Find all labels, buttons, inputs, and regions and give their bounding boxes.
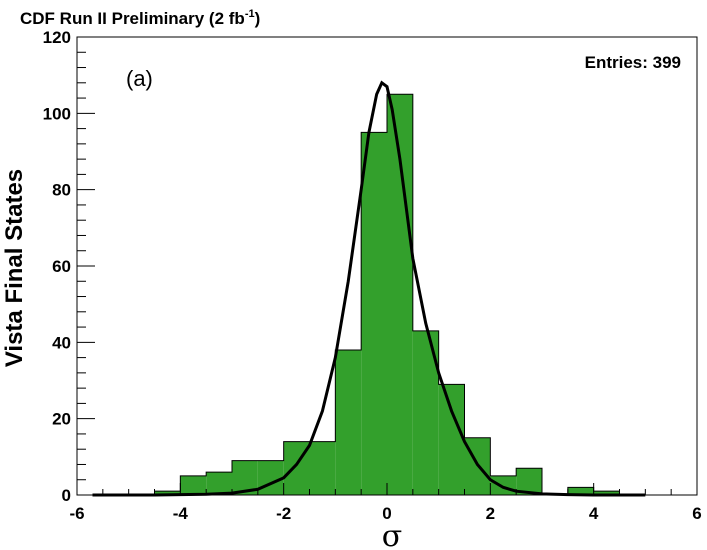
x-tick-label: -2	[276, 504, 291, 523]
y-tick-label: 40	[52, 333, 71, 352]
y-tick-label: 20	[52, 410, 71, 429]
histogram-bar	[593, 491, 620, 495]
x-axis-ticks: -6 -4 -2 0 2 4 6	[69, 483, 702, 523]
y-tick-label: 100	[43, 104, 71, 123]
histogram-bar	[361, 132, 387, 495]
histogram-bars	[154, 94, 620, 495]
x-tick-label: -4	[173, 504, 189, 523]
y-tick-label: 0	[62, 486, 71, 505]
histogram-bar	[206, 472, 232, 495]
histogram-bar	[154, 491, 181, 495]
entries-label: Entries: 399	[585, 53, 681, 72]
histogram-bar	[257, 460, 284, 495]
chart-title: CDF Run II Preliminary (2 fb-1)	[20, 8, 260, 28]
panel-label: (a)	[126, 66, 153, 91]
title-suffix: )	[255, 9, 261, 28]
x-tick-label: 6	[692, 504, 701, 523]
y-tick-label: 60	[52, 257, 71, 276]
histogram-bar	[180, 475, 207, 495]
histogram-bar	[335, 349, 362, 495]
y-tick-label: 80	[52, 181, 71, 200]
y-tick-label: 120	[43, 28, 71, 47]
x-tick-label: 0	[382, 504, 391, 523]
title-superscript: -1	[245, 8, 255, 20]
x-tick-label: 2	[486, 504, 495, 523]
y-axis-ticks: 0 20 40 60 80 100 120	[43, 28, 95, 505]
histogram-bar	[490, 475, 517, 495]
histogram-bar	[309, 441, 336, 495]
histogram-bar	[438, 384, 465, 495]
x-axis-label: σ	[382, 519, 402, 550]
x-tick-label: -6	[69, 504, 84, 523]
histogram-bar	[567, 487, 594, 495]
y-axis-label: Vista Final States	[1, 169, 28, 367]
x-tick-label: 4	[589, 504, 599, 523]
fit-curve	[92, 80, 646, 497]
